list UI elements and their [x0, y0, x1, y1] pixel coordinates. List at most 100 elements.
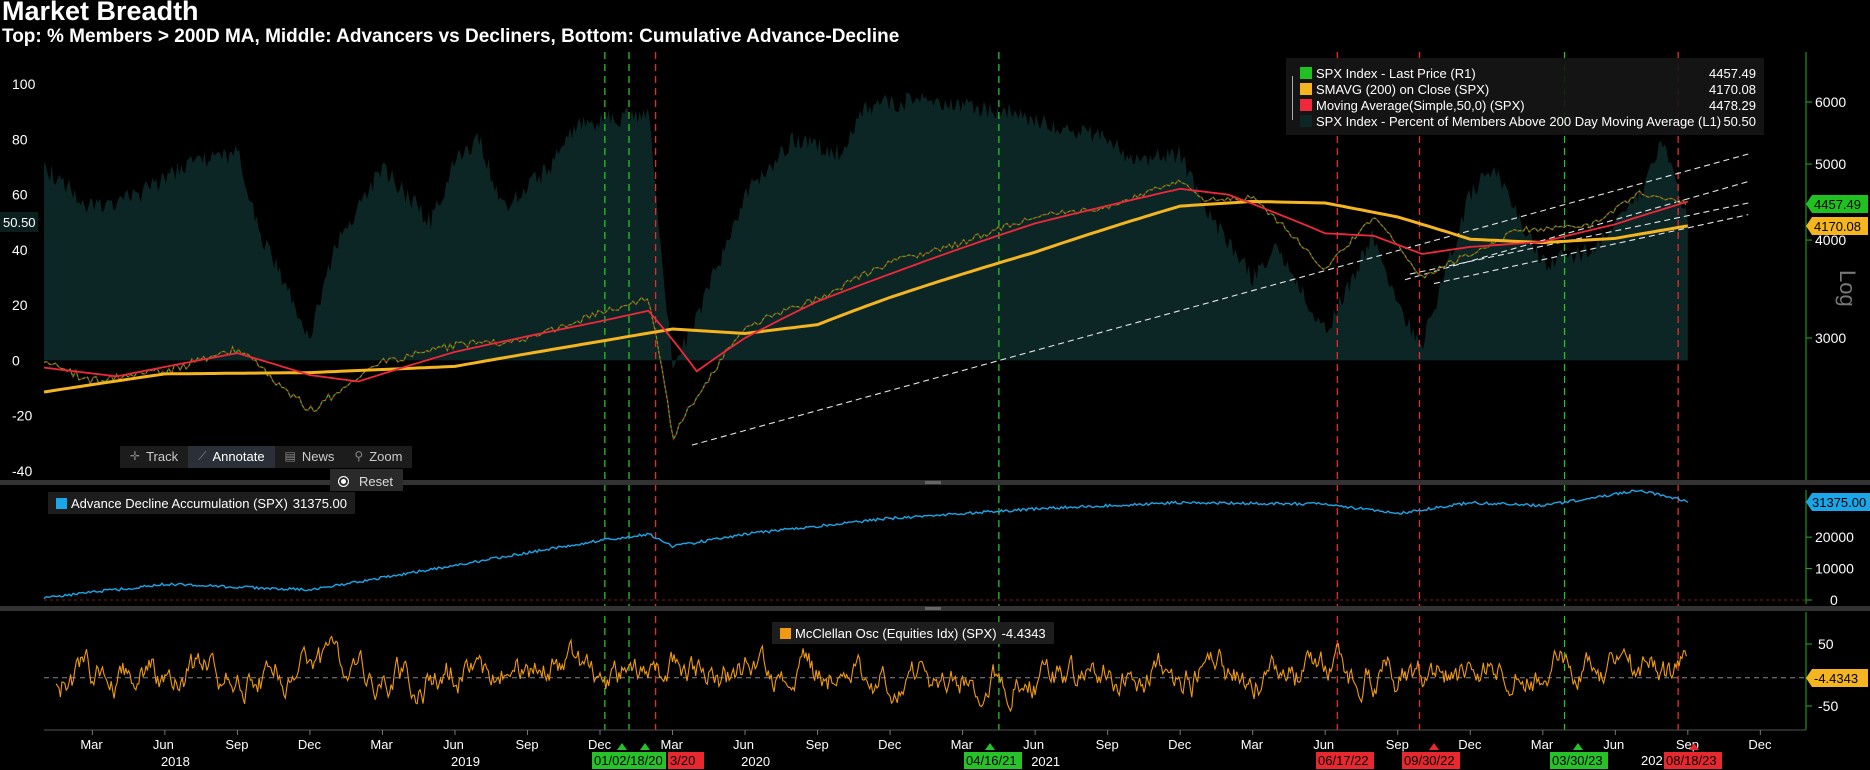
right-axis-tick-label: 3000: [1815, 330, 1846, 346]
reset-button[interactable]: Reset: [330, 469, 403, 491]
legend-label: SPX Index - Percent of Members Above 200…: [1316, 113, 1722, 129]
x-axis-event-badge: [668, 752, 704, 769]
x-axis-month-label: Sep: [1386, 737, 1409, 752]
crosshair-icon: ✛: [130, 449, 141, 463]
page-title: Market Breadth: [2, 0, 199, 26]
left-axis-tick-label: 40: [12, 242, 28, 258]
x-axis-month-label: Sep: [806, 737, 829, 752]
left-axis-tick-label: 80: [12, 131, 28, 147]
x-axis-event-badge: [1550, 752, 1608, 769]
mid-axis-tick-label: 20000: [1815, 529, 1854, 545]
bot-axis-tick-label: 50: [1818, 636, 1834, 652]
x-axis-month-label: Jun: [153, 737, 174, 752]
chart-legend: SPX Index - Last Price (R1) 4457.49 SMAV…: [1286, 58, 1764, 135]
legend-item-ma50[interactable]: Moving Average(Simple,50,0) (SPX) 4478.2…: [1300, 97, 1756, 113]
log-scale-label: Log: [1835, 270, 1860, 307]
x-axis-year-label: 2020: [741, 754, 770, 769]
reset-label: Reset: [359, 473, 393, 489]
event-marker-triangle: [1573, 743, 1583, 750]
legend-item-spx-price[interactable]: SPX Index - Last Price (R1) 4457.49: [1300, 65, 1756, 81]
trendline-4: [1433, 214, 1749, 285]
track-button[interactable]: ✛ Track: [120, 446, 188, 468]
x-axis-event-badge: [1316, 752, 1374, 769]
x-axis-event-label: 3/20: [670, 753, 695, 768]
legend-swatch-price: [1300, 67, 1312, 79]
x-axis-month-label: Sep: [225, 737, 248, 752]
legend-value: 4457.49: [1709, 65, 1756, 81]
left-axis-tick-label: -40: [12, 463, 32, 479]
panel-resize-handle: [925, 607, 941, 610]
right-axis-tick-label: 5000: [1815, 156, 1846, 172]
x-axis-event-label: 09/30/22: [1404, 753, 1455, 768]
left-axis-tick-label: 20: [12, 297, 28, 313]
mcclellan-oscillator-line: [55, 635, 1687, 713]
legend-swatch-ma200: [1300, 83, 1312, 95]
legend-tree-line: [1292, 76, 1293, 120]
x-axis-event-badge: [1664, 752, 1722, 769]
legend-item-percent-above-200d[interactable]: SPX Index - Percent of Members Above 200…: [1300, 113, 1756, 129]
x-axis-month-label: Jun: [733, 737, 754, 752]
price-badge: [1806, 195, 1868, 213]
legend-value: 4478.29: [1709, 97, 1756, 113]
x-axis-month-label: Dec: [878, 737, 902, 752]
ma200-badge-label: 4170.08: [1814, 219, 1861, 234]
x-axis-event-label: 01/02/18/20: [594, 753, 663, 768]
x-axis-month-label: Mar: [1241, 737, 1264, 752]
zoom-button[interactable]: ⚲ Zoom: [344, 446, 412, 468]
mid-axis-tick-label: 0: [1830, 592, 1838, 608]
percent-above-200d-area: [44, 92, 1688, 369]
x-axis-month-label: Mar: [1531, 737, 1554, 752]
mcclellan-legend[interactable]: McClellan Osc (Equities Idx) (SPX) -4.43…: [772, 622, 1054, 644]
zoom-label: Zoom: [369, 449, 403, 464]
x-axis-year-label: 2021: [1031, 754, 1060, 769]
spx-price-line: [43, 179, 1687, 441]
legend-swatch-ma50: [1300, 99, 1312, 111]
news-button[interactable]: ▤ News: [275, 446, 345, 468]
x-axis-event-badge: [1402, 752, 1460, 769]
event-marker-triangle: [1689, 743, 1699, 750]
legend-value: 50.50: [1723, 113, 1756, 129]
annotate-button[interactable]: ⟋ Annotate: [188, 446, 275, 468]
right-axis-tick-label: 4000: [1815, 232, 1846, 248]
ma200-badge: [1806, 217, 1868, 235]
event-marker-triangle: [640, 743, 650, 750]
legend-value: 4170.08: [1709, 81, 1756, 97]
x-axis-month-label: Dec: [588, 737, 612, 752]
x-axis-month-label: Dec: [1458, 737, 1482, 752]
legend-swatch-mcclellan: [780, 627, 791, 639]
mcclellan-legend-value: -4.4343: [1001, 625, 1046, 641]
x-axis-month-label: Dec: [298, 737, 322, 752]
x-axis-event-badge: [592, 752, 666, 769]
news-label: News: [301, 449, 335, 464]
legend-swatch-percent: [1300, 115, 1312, 127]
x-axis-month-label: Jun: [1603, 737, 1624, 752]
x-axis-event-label: 04/16/21: [966, 753, 1017, 768]
left-axis-tick-label: 60: [12, 187, 28, 203]
legend-label: Moving Average(Simple,50,0) (SPX): [1316, 97, 1525, 113]
x-axis-event-label: 06/17/22: [1318, 753, 1369, 768]
annotate-label: Annotate: [212, 449, 265, 464]
mcclellan-badge-label: -4.4343: [1814, 671, 1858, 686]
page-subtitle: Top: % Members > 200D MA, Middle: Advanc…: [2, 26, 900, 47]
price-badge-label: 4457.49: [1814, 197, 1861, 212]
ad-legend[interactable]: Advance Decline Accumulation (SPX) 31375…: [48, 492, 356, 514]
legend-swatch-ad: [56, 497, 67, 509]
ma50-line: [43, 187, 1689, 383]
x-axis-month-label: Jun: [1023, 737, 1044, 752]
track-label: Track: [146, 449, 179, 464]
left-axis-tick-label: 100: [12, 76, 36, 92]
left-axis-tick-label: -20: [12, 408, 32, 424]
magnifier-icon: ⚲: [354, 449, 364, 463]
x-axis-month-label: Mar: [661, 737, 684, 752]
x-axis-month-label: Mar: [370, 737, 393, 752]
radio-icon: [338, 475, 349, 487]
x-axis-month-label: Jun: [443, 737, 464, 752]
legend-label: SMAVG (200) on Close (SPX): [1316, 81, 1490, 97]
legend-item-smavg200[interactable]: SMAVG (200) on Close (SPX) 4170.08: [1300, 81, 1756, 97]
trendline-1: [691, 153, 1749, 446]
ad-badge-label: 31375.00: [1812, 495, 1866, 510]
left-current-badge: [0, 212, 38, 232]
pencil-icon: ⟋: [198, 449, 207, 463]
